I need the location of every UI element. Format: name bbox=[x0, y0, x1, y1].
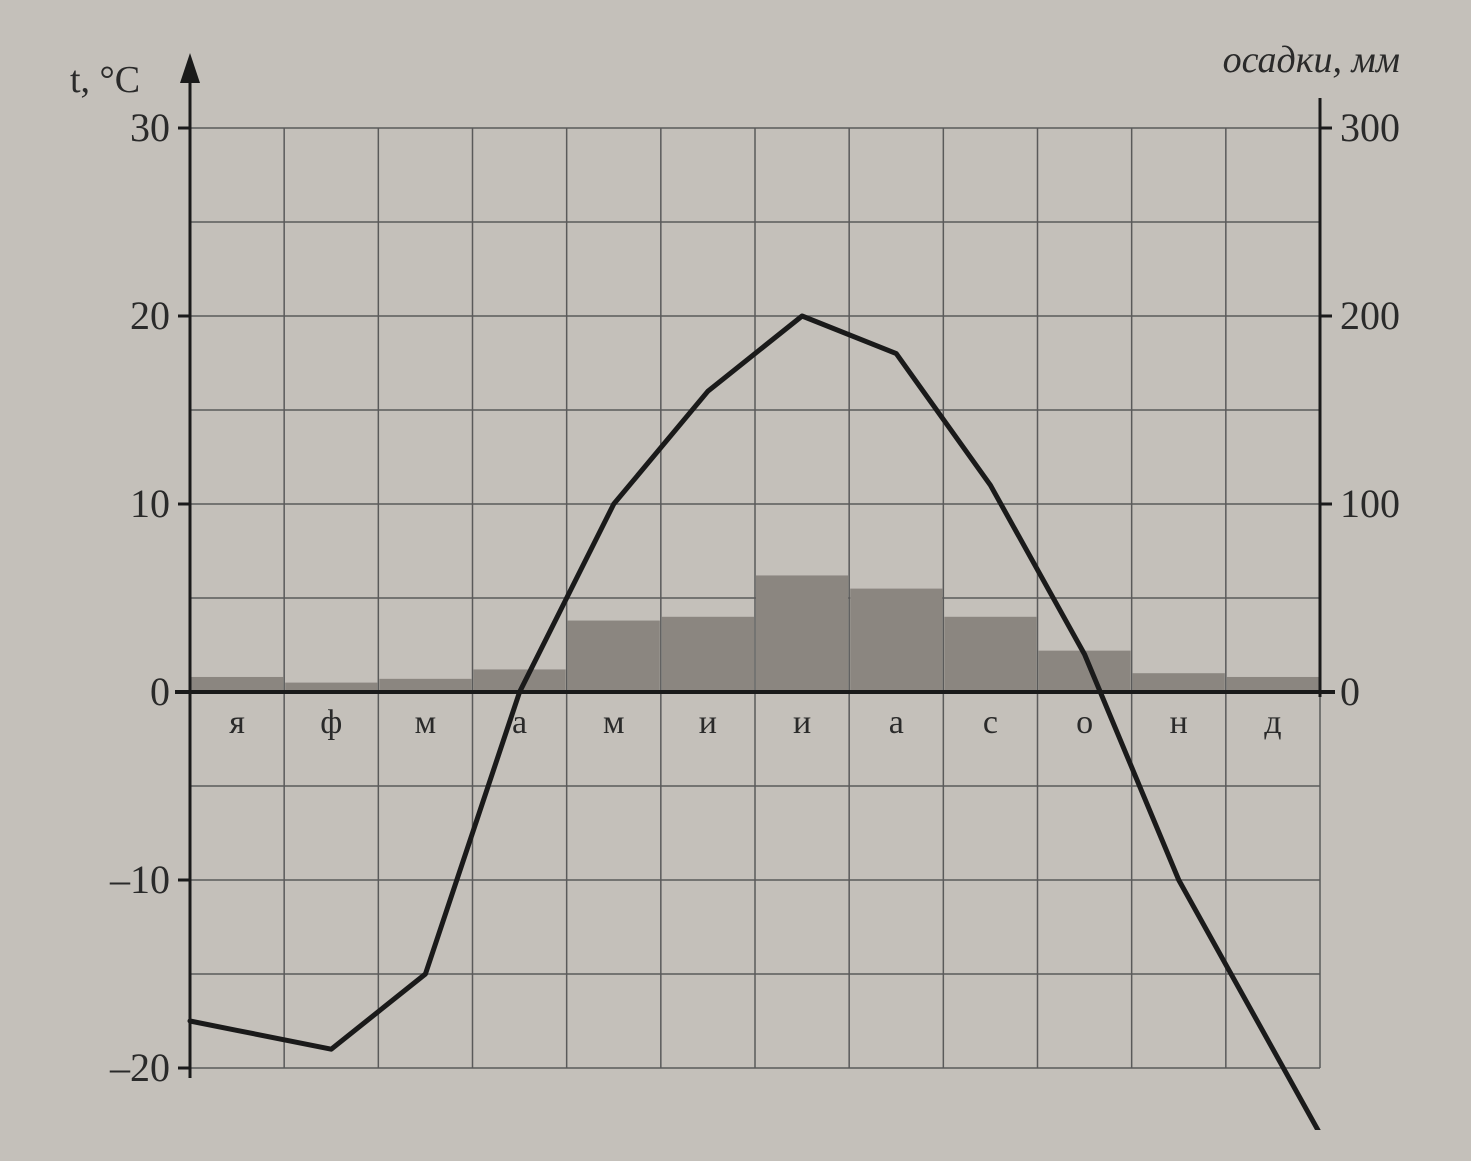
month-label: с bbox=[965, 704, 1015, 742]
left-tick-label: 10 bbox=[70, 480, 170, 527]
month-label: м bbox=[589, 704, 639, 742]
month-label: о bbox=[1060, 704, 1110, 742]
month-label: н bbox=[1154, 704, 1204, 742]
right-tick-label: 200 bbox=[1340, 292, 1400, 339]
right-tick-label: 100 bbox=[1340, 480, 1400, 527]
month-label: я bbox=[212, 704, 262, 742]
left-axis-title: t, °C bbox=[70, 58, 140, 102]
month-label: и bbox=[777, 704, 827, 742]
right-tick-label: 300 bbox=[1340, 104, 1400, 151]
right-axis-title-text: осадки, мм bbox=[1223, 39, 1400, 81]
left-tick-label: –20 bbox=[70, 1044, 170, 1091]
month-label: ф bbox=[306, 704, 356, 742]
left-tick-label: –10 bbox=[70, 856, 170, 903]
month-label: а bbox=[495, 704, 545, 742]
month-label: д bbox=[1248, 704, 1298, 742]
left-tick-label: 30 bbox=[70, 104, 170, 151]
left-axis-title-text: t, °C bbox=[70, 59, 140, 101]
right-tick-label: 0 bbox=[1340, 668, 1360, 715]
month-label: а bbox=[871, 704, 921, 742]
right-axis-title: осадки, мм bbox=[1223, 38, 1400, 82]
chart-svg bbox=[60, 30, 1440, 1130]
left-tick-label: 0 bbox=[70, 668, 170, 715]
climograph-chart: t, °C осадки, мм –20 –10 0 10 20 30 0 100 200 30… bbox=[60, 30, 1440, 1130]
month-label: и bbox=[683, 704, 733, 742]
left-tick-label: 20 bbox=[70, 292, 170, 339]
month-label: м bbox=[400, 704, 450, 742]
